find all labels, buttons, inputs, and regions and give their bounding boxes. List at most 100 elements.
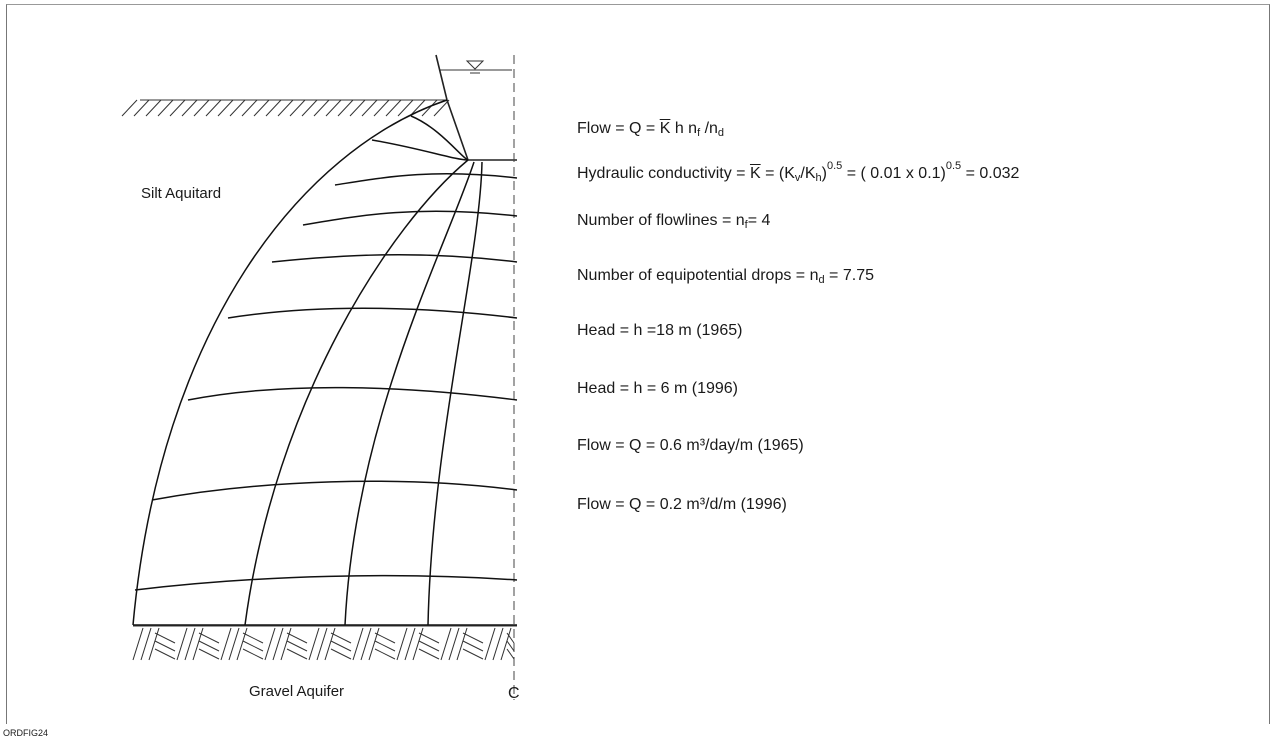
gravel-hatch-mark <box>154 640 176 652</box>
head-1996: Head = h = 6 m (1996) <box>577 380 738 397</box>
gravel-hatch-mark <box>242 632 264 644</box>
water-level-symbol <box>440 60 512 74</box>
ground-hatch-mark <box>145 99 162 117</box>
gravel-hatch-mark <box>506 640 515 652</box>
ground-hatch-mark <box>289 99 306 117</box>
ground-hatch-mark <box>229 99 246 117</box>
gravel-hatch-mark <box>492 627 504 661</box>
gravel-hatch-mark <box>330 648 352 660</box>
gravel-hatch-mark <box>198 648 220 660</box>
gravel-hatch-mark <box>308 627 320 661</box>
gravel-hatch-mark <box>418 648 440 660</box>
gravel-hatch-mark <box>198 632 220 644</box>
gravel-hatch-mark <box>352 627 364 661</box>
gravel-hatch-mark <box>198 640 220 652</box>
ground-hatch-mark <box>121 99 138 117</box>
gravel-hatch-mark <box>154 632 176 644</box>
ground-hatch-mark <box>205 99 222 117</box>
ground-hatch-mark <box>397 99 414 117</box>
gravel-hatch-mark <box>324 627 336 661</box>
gravel-hatch-mark <box>236 627 248 661</box>
gravel-hatch-mark <box>396 627 408 661</box>
ground-hatch-mark <box>277 99 294 117</box>
flow-1965: Flow = Q = 0.6 m³/day/m (1965) <box>577 437 804 454</box>
gravel-hatch-mark <box>418 640 440 652</box>
ground-hatch-mark <box>301 99 318 117</box>
flow-net <box>132 99 518 626</box>
gravel-hatch-mark <box>286 648 308 660</box>
ground-hatch-mark <box>181 99 198 117</box>
gravel-hatch-mark <box>132 627 144 661</box>
ground-hatch-mark <box>373 99 390 117</box>
drops-equation: Number of equipotential drops = nd = 7.7… <box>577 267 874 286</box>
ground-hatch-mark <box>325 99 342 117</box>
ground-hatch-mark <box>385 99 402 117</box>
silt-aquitard-label: Silt Aquitard <box>141 185 222 202</box>
ground-hatch-mark <box>349 99 366 117</box>
gravel-hatch-mark <box>280 627 292 661</box>
gravel-hatch-mark <box>448 627 460 661</box>
gravel-hatch-mark <box>484 627 496 661</box>
head-1965: Head = h =18 m (1965) <box>577 322 743 339</box>
gravel-hatch-mark <box>418 632 440 644</box>
gravel-hatch-mark <box>148 627 160 661</box>
gravel-hatch-mark <box>286 640 308 652</box>
gravel-hatch-mark <box>192 627 204 661</box>
conductivity-equation: Hydraulic conductivity = K = (Kv/Kh)0.5 … <box>577 160 1020 184</box>
figure-id: ORDFIG24 <box>3 728 49 738</box>
gravel-hatch-mark <box>462 648 484 660</box>
gravel-hatch-mark <box>140 627 152 661</box>
ground-surface <box>121 99 450 117</box>
gravel-hatch-mark <box>506 632 515 644</box>
ground-hatch-mark <box>433 99 450 117</box>
gravel-hatch-mark <box>220 627 232 661</box>
ground-hatch-mark <box>313 99 330 117</box>
gravel-hatch-mark <box>506 648 515 660</box>
gravel-hatch-mark <box>374 648 396 660</box>
gravel-hatch-mark <box>184 627 196 661</box>
ground-hatch-mark <box>169 99 186 117</box>
gravel-hatch-mark <box>404 627 416 661</box>
flowlines-equation: Number of flowlines = nf= 4 <box>577 212 771 231</box>
gravel-hatch-mark <box>272 627 284 661</box>
gravel-hatch-mark <box>228 627 240 661</box>
gravel-hatch-mark <box>264 627 276 661</box>
gravel-hatch-mark <box>440 627 452 661</box>
ground-hatch-mark <box>133 99 150 117</box>
ground-hatch-mark <box>265 99 282 117</box>
ground-hatch-mark <box>421 99 438 117</box>
gravel-hatch-mark <box>242 640 264 652</box>
ground-hatch-mark <box>217 99 234 117</box>
gravel-hatch-mark <box>154 648 176 660</box>
flow-1996: Flow = Q = 0.2 m³/d/m (1996) <box>577 496 787 513</box>
gravel-hatch-mark <box>412 627 424 661</box>
gravel-hatch-mark <box>360 627 372 661</box>
ditch-wall <box>435 54 517 161</box>
gravel-hatch-mark <box>462 632 484 644</box>
gravel-hatch-mark <box>316 627 328 661</box>
gravel-hatch-mark <box>374 640 396 652</box>
gravel-hatch-mark <box>242 648 264 660</box>
centerline-label: C <box>508 685 520 702</box>
gravel-hatch-mark <box>368 627 380 661</box>
gravel-hatch-mark <box>330 640 352 652</box>
gravel-hatch-mark <box>462 640 484 652</box>
gravel-hatch-mark <box>176 627 188 661</box>
flow-equation: Flow = Q = K h nf /nd <box>577 120 725 139</box>
gravel-aquifer-label: Gravel Aquifer <box>249 683 345 700</box>
ground-hatch-mark <box>241 99 258 117</box>
gravel-hatch-mark <box>330 632 352 644</box>
ground-hatch-mark <box>253 99 270 117</box>
ground-hatch-mark <box>157 99 174 117</box>
ground-hatch-mark <box>193 99 210 117</box>
figure-frame <box>6 4 1270 724</box>
gravel-hatch-mark <box>456 627 468 661</box>
gravel-boundary <box>132 625 517 661</box>
gravel-hatch-mark <box>286 632 308 644</box>
gravel-hatch-mark <box>374 632 396 644</box>
ground-hatch-mark <box>409 99 426 117</box>
gravel-hatch-mark <box>500 627 512 661</box>
ground-hatch-mark <box>337 99 354 117</box>
ground-hatch-mark <box>361 99 378 117</box>
